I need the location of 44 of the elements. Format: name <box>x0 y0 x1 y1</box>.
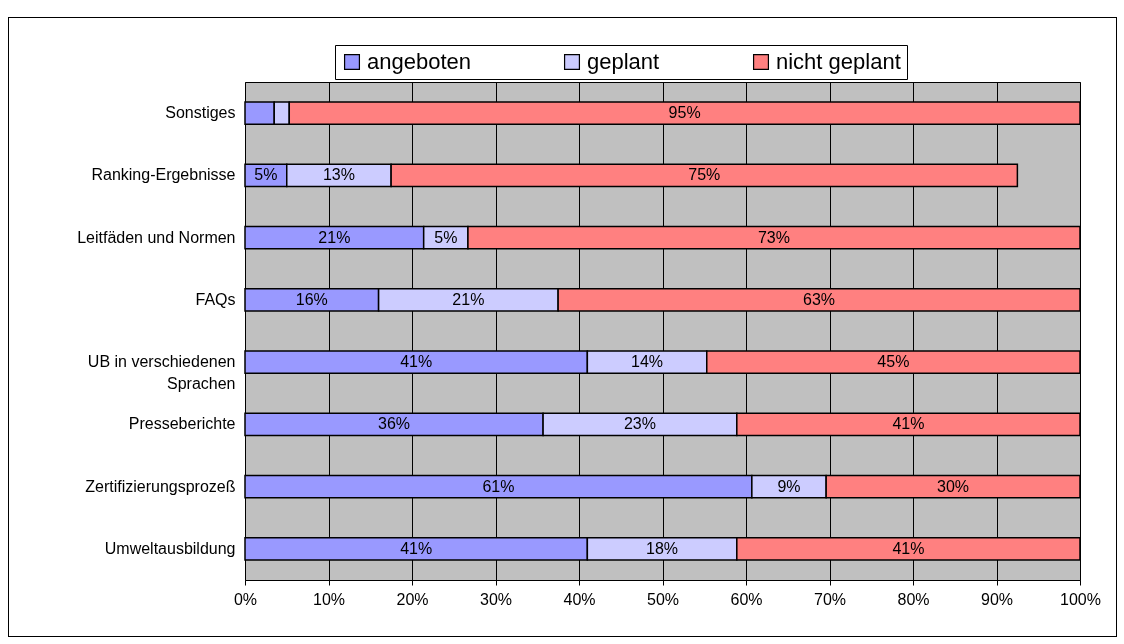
data-label: 9% <box>777 477 801 495</box>
x-tick-label: 70% <box>813 590 847 608</box>
x-tick-label: 60% <box>730 590 763 608</box>
legend-label: geplant <box>587 49 660 74</box>
data-label: 61% <box>482 477 515 495</box>
data-label: 75% <box>688 166 721 184</box>
x-tick-label: 90% <box>980 590 1014 608</box>
data-label: 95% <box>668 104 701 122</box>
y-tick-label: Umweltausbildung <box>104 539 236 557</box>
y-tick-label: Presseberichte <box>128 415 236 433</box>
y-tick-label: Ranking-Ergebnisse <box>91 166 236 184</box>
data-label: 21% <box>318 228 351 246</box>
x-tick-label: 40% <box>563 590 596 608</box>
x-tick-label: 80% <box>897 590 930 608</box>
x-tick-label: 30% <box>479 590 513 608</box>
data-label: 45% <box>877 353 910 371</box>
y-tick-label: Sonstiges <box>165 104 236 122</box>
data-label: 14% <box>631 353 664 371</box>
data-label: 41% <box>400 539 433 557</box>
y-tick-label: Zertifizierungsprozeß <box>85 477 236 495</box>
legend-label: nicht geplant <box>776 49 901 74</box>
data-label: 13% <box>322 166 355 184</box>
x-tick-label: 20% <box>396 590 429 608</box>
data-label: 18% <box>646 539 679 557</box>
data-label: 41% <box>400 353 433 371</box>
y-tick-label: FAQs <box>195 290 236 308</box>
x-tick-label: 100% <box>1060 590 1101 608</box>
y-tick-label: Leitfäden und Normen <box>77 228 236 246</box>
data-label: 63% <box>803 290 836 308</box>
y-tick-label: UB in verschiedenen Sprachen <box>87 353 236 393</box>
data-label: 5% <box>434 228 458 246</box>
data-label: 41% <box>892 415 925 433</box>
x-tick-label: 10% <box>312 590 346 608</box>
data-label: 23% <box>623 415 656 433</box>
x-tick-label: 0% <box>233 590 258 608</box>
data-label: 36% <box>378 415 411 433</box>
data-label: 5% <box>254 166 278 184</box>
data-label: 21% <box>452 290 485 308</box>
data-label: 73% <box>757 228 790 246</box>
data-label: 41% <box>892 539 925 557</box>
data-label: 16% <box>295 290 328 308</box>
data-label: 30% <box>937 477 970 495</box>
x-tick-label: 50% <box>646 590 680 608</box>
legend-label: angeboten <box>367 49 471 74</box>
